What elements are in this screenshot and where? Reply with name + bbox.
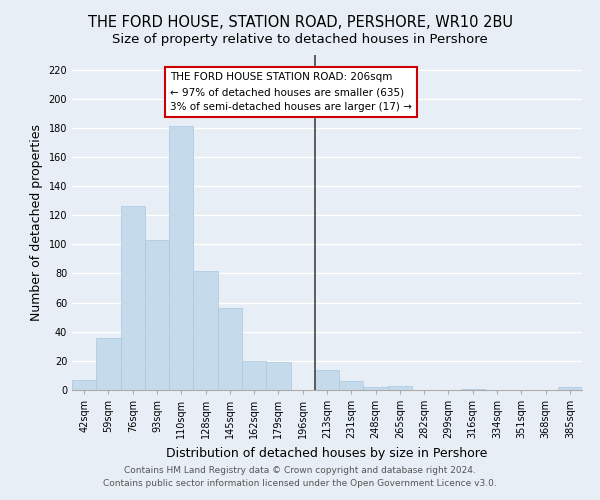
Bar bbox=[121, 206, 145, 390]
Bar bbox=[266, 362, 290, 390]
Bar bbox=[364, 387, 388, 390]
Bar bbox=[558, 387, 582, 390]
Bar bbox=[218, 308, 242, 390]
Text: THE FORD HOUSE STATION ROAD: 206sqm
← 97% of detached houses are smaller (635)
3: THE FORD HOUSE STATION ROAD: 206sqm ← 97… bbox=[170, 72, 412, 112]
Bar bbox=[242, 361, 266, 390]
Bar bbox=[72, 380, 96, 390]
Text: THE FORD HOUSE, STATION ROAD, PERSHORE, WR10 2BU: THE FORD HOUSE, STATION ROAD, PERSHORE, … bbox=[88, 15, 512, 30]
Text: Size of property relative to detached houses in Pershore: Size of property relative to detached ho… bbox=[112, 32, 488, 46]
Bar bbox=[388, 386, 412, 390]
Bar bbox=[193, 270, 218, 390]
X-axis label: Distribution of detached houses by size in Pershore: Distribution of detached houses by size … bbox=[166, 446, 488, 460]
Bar bbox=[169, 126, 193, 390]
Bar bbox=[339, 382, 364, 390]
Y-axis label: Number of detached properties: Number of detached properties bbox=[30, 124, 43, 321]
Text: Contains HM Land Registry data © Crown copyright and database right 2024.
Contai: Contains HM Land Registry data © Crown c… bbox=[103, 466, 497, 487]
Bar bbox=[461, 388, 485, 390]
Bar bbox=[145, 240, 169, 390]
Bar bbox=[96, 338, 121, 390]
Bar bbox=[315, 370, 339, 390]
